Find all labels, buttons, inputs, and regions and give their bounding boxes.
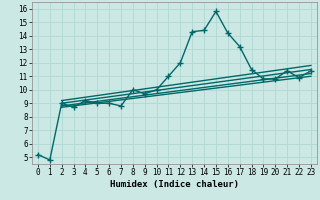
X-axis label: Humidex (Indice chaleur): Humidex (Indice chaleur): [110, 180, 239, 189]
